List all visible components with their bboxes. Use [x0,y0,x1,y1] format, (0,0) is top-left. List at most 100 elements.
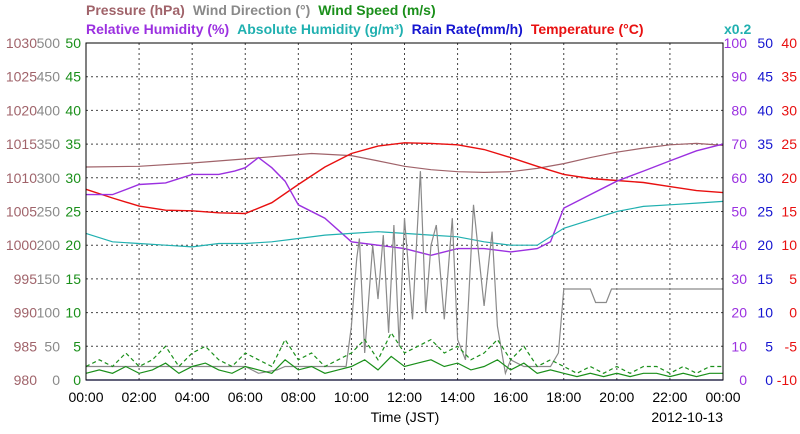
rain_rate-tick-label: 30 [757,170,773,186]
x-tick-label: 14:00 [440,389,475,405]
wind_direction-tick-label: 450 [37,69,61,85]
series-wind_speed_max [85,331,723,374]
pressure-tick-label: 990 [14,305,38,321]
relative_humidity-tick-label: 40 [731,237,747,253]
wind_direction-tick-label: 0 [52,372,60,388]
pressure-tick-label: 1030 [6,35,37,51]
temperature-tick-label: 10 [781,237,797,253]
temperature-tick-label: 20 [781,170,797,186]
temperature-tick-label: -10 [777,372,797,388]
wind_direction-tick-label: 400 [37,102,61,118]
series-relative_humidity [86,143,724,257]
legend-wind_direction: Wind Direction (°) [193,2,310,18]
wind_speed-tick-label: 15 [65,271,81,287]
wind_direction-tick-label: 200 [37,237,61,253]
x-tick-label: 08:00 [281,389,316,405]
pressure-tick-label: 980 [14,372,38,388]
temperature-tick-label: 35 [781,69,797,85]
series-absolute_humidity [85,200,724,248]
legend-line-2: Relative Humidity (%) Absolute Humidity (… [86,21,644,37]
relative_humidity-tick-label: 70 [731,136,747,152]
legend-relative_humidity: Relative Humidity (%) [86,21,229,37]
relative_humidity-tick-label: 10 [731,338,747,354]
legend-rain_rate: Rain Rate(mm/h) [412,21,523,37]
temperature-tick-label: 40 [781,35,797,51]
wind_direction-tick-label: 350 [37,136,61,152]
pressure-tick-label: 995 [14,271,38,287]
wind_direction-tick-label: 250 [37,204,61,220]
wind_direction-tick-label: 500 [37,35,61,51]
x-tick-label: 00:00 [705,389,740,405]
rain_rate-tick-label: 25 [757,204,773,220]
x-tick-label: 12:00 [387,389,422,405]
x-tick-label: 04:00 [175,389,210,405]
rain_rate-tick-label: 35 [757,136,773,152]
temperature-tick-label: 5 [789,271,797,287]
wind_direction-tick-label: 50 [44,338,60,354]
wind_speed-tick-label: 10 [65,305,81,321]
rain_rate-tick-label: 5 [765,338,773,354]
x-tick-label: 06:00 [228,389,263,405]
relative_humidity-tick-label: 90 [731,69,747,85]
wind_speed-tick-label: 45 [65,69,81,85]
x-tick-label: 18:00 [546,389,581,405]
wind_speed-tick-label: 25 [65,204,81,220]
grid [86,43,723,380]
wind_speed-tick-label: 40 [65,102,81,118]
x-tick-label: 02:00 [122,389,157,405]
x-tick-label: 16:00 [493,389,528,405]
wind_direction-tick-label: 100 [37,305,61,321]
x-tick-label: 20:00 [599,389,634,405]
x-tick-label: 00:00 [68,389,103,405]
wind_speed-tick-label: 20 [65,237,81,253]
pressure-tick-label: 1020 [6,102,37,118]
rain_rate-tick-label: 20 [757,237,773,253]
wind_speed-tick-label: 50 [65,35,81,51]
wind_direction-tick-label: 300 [37,170,61,186]
relative_humidity-tick-label: 20 [731,305,747,321]
scale-note: x0.2 [724,21,751,37]
date-label: 2012-10-13 [651,409,723,425]
wind_speed-tick-label: 0 [73,372,81,388]
plot-frame [85,42,724,381]
relative_humidity-tick-label: 100 [724,35,748,51]
relative_humidity-tick-label: 80 [731,102,747,118]
wind_speed-tick-label: 5 [73,338,81,354]
rain_rate-tick-label: 10 [757,305,773,321]
wind_direction-tick-label: 150 [37,271,61,287]
wind_speed-tick-label: 35 [65,136,81,152]
legend-temperature: Temperature (°C) [531,21,644,37]
x-tick-label: 22:00 [652,389,687,405]
pressure-tick-label: 1025 [6,69,37,85]
right-axes: 0102030405060708090100051015202530354045… [724,35,798,388]
legend-pressure: Pressure (hPa) [86,2,185,18]
temperature-tick-label: 15 [781,204,797,220]
rain_rate-tick-label: 15 [757,271,773,287]
rain_rate-tick-label: 0 [765,372,773,388]
pressure-tick-label: 1005 [6,204,37,220]
left-axes: 9809859909951000100510101015102010251030… [6,35,81,388]
pressure-tick-label: 1010 [6,170,37,186]
pressure-tick-label: 1015 [6,136,37,152]
temperature-tick-label: 0 [789,305,797,321]
rain_rate-tick-label: 40 [757,102,773,118]
legend-wind_speed: Wind Speed (m/s) [318,2,435,18]
temperature-tick-label: -5 [785,338,798,354]
temperature-tick-label: 30 [781,102,797,118]
wind_speed-tick-label: 30 [65,170,81,186]
legend-absolute_humidity: Absolute Humidity (g/m³) [237,21,403,37]
x-axis-label: Time (JST) [371,409,440,425]
x-tick-label: 10:00 [334,389,369,405]
relative_humidity-tick-label: 50 [731,204,747,220]
legend-line-1: Pressure (hPa) Wind Direction (°) Wind Spe… [86,2,436,18]
rain_rate-tick-label: 45 [757,69,773,85]
x-axis: 00:00 02:00 04:00 06:00 08:00 10:00 12:00 14:00… [68,389,740,405]
pressure-tick-label: 985 [14,338,38,354]
series-wind_direction [86,171,723,376]
relative_humidity-tick-label: 30 [731,271,747,287]
temperature-tick-label: 25 [781,136,797,152]
relative_humidity-tick-label: 60 [731,170,747,186]
series-wind_speed [85,355,723,378]
relative_humidity-tick-label: 0 [739,372,747,388]
